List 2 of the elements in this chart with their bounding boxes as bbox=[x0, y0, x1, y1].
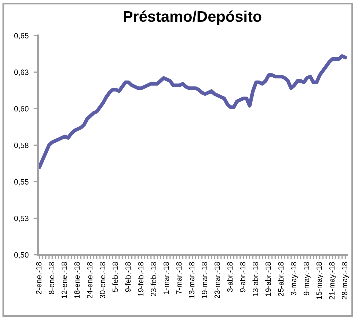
line-series bbox=[38, 54, 348, 170]
chart-title: Préstamo/Depósito bbox=[124, 10, 262, 26]
